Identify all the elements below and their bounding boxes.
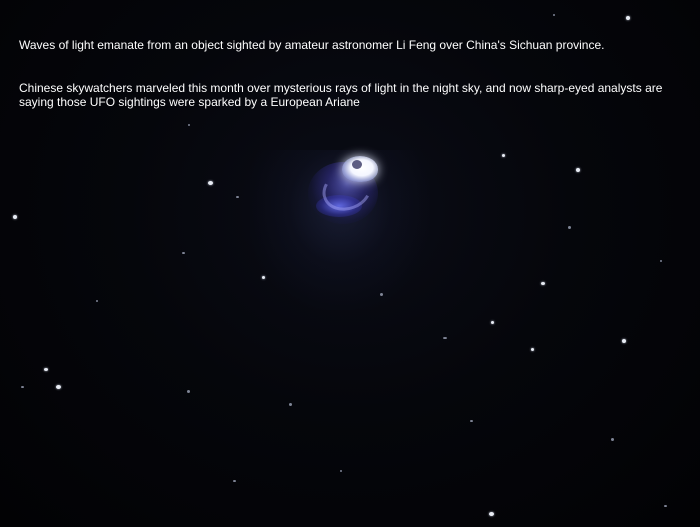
star bbox=[491, 321, 494, 324]
star bbox=[489, 512, 494, 516]
star bbox=[233, 480, 236, 482]
star bbox=[443, 337, 447, 339]
photo-caption: Waves of light emanate from an object si… bbox=[19, 38, 605, 52]
object-core-notch bbox=[352, 160, 362, 169]
star bbox=[340, 470, 342, 472]
star bbox=[660, 260, 662, 262]
star bbox=[576, 168, 580, 172]
star bbox=[289, 403, 292, 406]
star bbox=[541, 282, 545, 285]
star bbox=[44, 368, 48, 371]
star bbox=[502, 154, 505, 157]
star bbox=[56, 385, 61, 389]
star bbox=[187, 390, 190, 393]
star bbox=[182, 252, 185, 254]
star bbox=[13, 215, 17, 219]
star bbox=[611, 438, 614, 441]
star bbox=[262, 276, 265, 279]
star bbox=[470, 420, 473, 422]
object-blue-swirl bbox=[316, 195, 362, 217]
star bbox=[622, 339, 626, 343]
bright-object-core bbox=[342, 156, 378, 182]
star bbox=[236, 196, 239, 198]
star bbox=[531, 348, 534, 351]
article-summary: Chinese skywatchers marveled this month … bbox=[19, 81, 663, 109]
star bbox=[664, 505, 667, 507]
star bbox=[208, 181, 213, 185]
star bbox=[568, 226, 571, 229]
star bbox=[188, 124, 190, 126]
star bbox=[96, 300, 98, 302]
star bbox=[21, 386, 24, 388]
star bbox=[553, 14, 555, 16]
star bbox=[626, 16, 630, 20]
star bbox=[380, 293, 383, 296]
